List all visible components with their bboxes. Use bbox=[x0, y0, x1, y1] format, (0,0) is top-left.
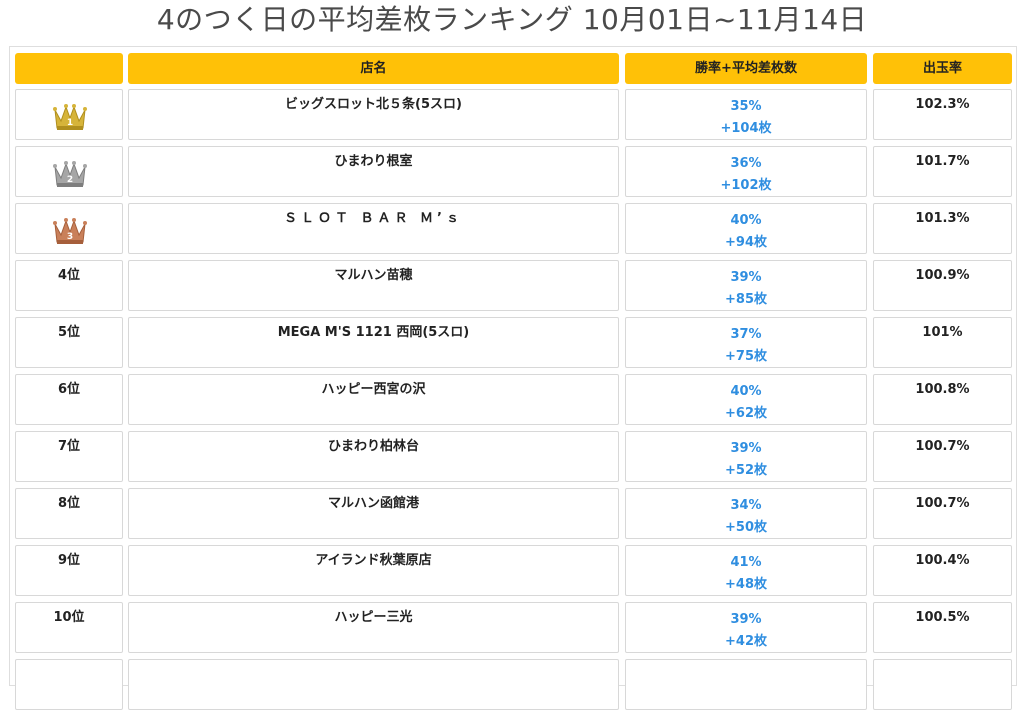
shop-name-cell: ハッピー三光 bbox=[128, 602, 619, 653]
avg-diff: +102枚 bbox=[720, 178, 772, 193]
table-row: 1 ビッグスロット北５条(5スロ) 35% +104枚 102.3% bbox=[10, 89, 1018, 140]
rank-cell: 6位 bbox=[15, 374, 123, 425]
table-row-partial bbox=[10, 659, 1018, 710]
rate-cell bbox=[625, 659, 867, 710]
bronze-crown-icon: 3 bbox=[52, 216, 88, 246]
avg-diff: +62枚 bbox=[725, 406, 767, 421]
shop-name-cell: ビッグスロット北５条(5スロ) bbox=[128, 89, 619, 140]
header-rate: 勝率+平均差枚数 bbox=[625, 53, 867, 84]
table-row: 7位 ひまわり柏林台 39% +52枚 100.7% bbox=[10, 431, 1018, 482]
rate-cell: 40% +62枚 bbox=[625, 374, 867, 425]
payout-cell: 100.9% bbox=[873, 260, 1012, 311]
crown-number: 3 bbox=[67, 232, 73, 242]
payout-cell: 101% bbox=[873, 317, 1012, 368]
rank-cell: 3 bbox=[15, 203, 123, 254]
shop-name-cell: ひまわり柏林台 bbox=[128, 431, 619, 482]
payout-cell: 100.7% bbox=[873, 488, 1012, 539]
rate-cell: 39% +52枚 bbox=[625, 431, 867, 482]
table-row: 9位 アイランド秋葉原店 41% +48枚 100.4% bbox=[10, 545, 1018, 596]
rank-cell: 8位 bbox=[15, 488, 123, 539]
ranking-table: 店名 勝率+平均差枚数 出玉率 1 ビッグスロット北５条(5スロ) 35% +104枚… bbox=[9, 46, 1018, 710]
payout-cell: 100.7% bbox=[873, 431, 1012, 482]
table-row: 5位 MEGA M'S 1121 西岡(5スロ) 37% +75枚 101% bbox=[10, 317, 1018, 368]
payout-cell: 100.5% bbox=[873, 602, 1012, 653]
shop-name-cell bbox=[128, 659, 619, 710]
shop-name-cell: ひまわり根室 bbox=[128, 146, 619, 197]
table-row: 3 ＳＬＯＴ ＢＡＲ Ｍ’ｓ 40% +94枚 101.3% bbox=[10, 203, 1018, 254]
win-rate: 36% bbox=[730, 156, 762, 171]
payout-cell bbox=[873, 659, 1012, 710]
rank-cell: 10位 bbox=[15, 602, 123, 653]
rate-cell: 35% +104枚 bbox=[625, 89, 867, 140]
win-rate: 39% bbox=[730, 441, 762, 456]
win-rate: 40% bbox=[730, 213, 762, 228]
avg-diff: +104枚 bbox=[720, 121, 772, 136]
shop-name-cell: マルハン苗穂 bbox=[128, 260, 619, 311]
win-rate: 39% bbox=[730, 270, 762, 285]
crown-number: 1 bbox=[67, 118, 73, 128]
rank-cell: 2 bbox=[15, 146, 123, 197]
rate-cell: 34% +50枚 bbox=[625, 488, 867, 539]
shop-name-cell: マルハン函館港 bbox=[128, 488, 619, 539]
rank-cell bbox=[15, 659, 123, 710]
win-rate: 41% bbox=[730, 555, 762, 570]
payout-cell: 102.3% bbox=[873, 89, 1012, 140]
shop-name-cell: ＳＬＯＴ ＢＡＲ Ｍ’ｓ bbox=[128, 203, 619, 254]
rank-cell: 4位 bbox=[15, 260, 123, 311]
table-row: 6位 ハッピー西宮の沢 40% +62枚 100.8% bbox=[10, 374, 1018, 425]
rate-cell: 39% +42枚 bbox=[625, 602, 867, 653]
win-rate: 40% bbox=[730, 384, 762, 399]
avg-diff: +50枚 bbox=[725, 520, 767, 535]
table-row: 2 ひまわり根室 36% +102枚 101.7% bbox=[10, 146, 1018, 197]
header-payout: 出玉率 bbox=[873, 53, 1012, 84]
rank-cell: 9位 bbox=[15, 545, 123, 596]
rank-cell: 5位 bbox=[15, 317, 123, 368]
page-title: 4のつく日の平均差枚ランキング 10月01日~11月14日 bbox=[156, 3, 868, 36]
avg-diff: +52枚 bbox=[725, 463, 767, 478]
rate-cell: 37% +75枚 bbox=[625, 317, 867, 368]
shop-name-cell: MEGA M'S 1121 西岡(5スロ) bbox=[128, 317, 619, 368]
win-rate: 39% bbox=[730, 612, 762, 627]
table-row: 8位 マルハン函館港 34% +50枚 100.7% bbox=[10, 488, 1018, 539]
shop-name-cell: ハッピー西宮の沢 bbox=[128, 374, 619, 425]
avg-diff: +94枚 bbox=[725, 235, 767, 250]
gold-crown-icon: 1 bbox=[52, 102, 88, 132]
rank-cell: 7位 bbox=[15, 431, 123, 482]
win-rate: 34% bbox=[730, 498, 762, 513]
avg-diff: +85枚 bbox=[725, 292, 767, 307]
payout-cell: 100.8% bbox=[873, 374, 1012, 425]
header-shop: 店名 bbox=[128, 53, 619, 84]
table-header-row: 店名 勝率+平均差枚数 出玉率 bbox=[10, 47, 1018, 87]
payout-cell: 101.7% bbox=[873, 146, 1012, 197]
payout-cell: 100.4% bbox=[873, 545, 1012, 596]
win-rate: 37% bbox=[730, 327, 762, 342]
payout-cell: 101.3% bbox=[873, 203, 1012, 254]
header-rank bbox=[15, 53, 123, 84]
avg-diff: +75枚 bbox=[725, 349, 767, 364]
shop-name-cell: アイランド秋葉原店 bbox=[128, 545, 619, 596]
rank-cell: 1 bbox=[15, 89, 123, 140]
table-row: 4位 マルハン苗穂 39% +85枚 100.9% bbox=[10, 260, 1018, 311]
rate-cell: 39% +85枚 bbox=[625, 260, 867, 311]
rate-cell: 40% +94枚 bbox=[625, 203, 867, 254]
rate-cell: 41% +48枚 bbox=[625, 545, 867, 596]
avg-diff: +42枚 bbox=[725, 634, 767, 649]
win-rate: 35% bbox=[730, 99, 762, 114]
rate-cell: 36% +102枚 bbox=[625, 146, 867, 197]
table-row: 10位 ハッピー三光 39% +42枚 100.5% bbox=[10, 602, 1018, 653]
silver-crown-icon: 2 bbox=[52, 159, 88, 189]
crown-number: 2 bbox=[67, 175, 73, 185]
avg-diff: +48枚 bbox=[725, 577, 767, 592]
